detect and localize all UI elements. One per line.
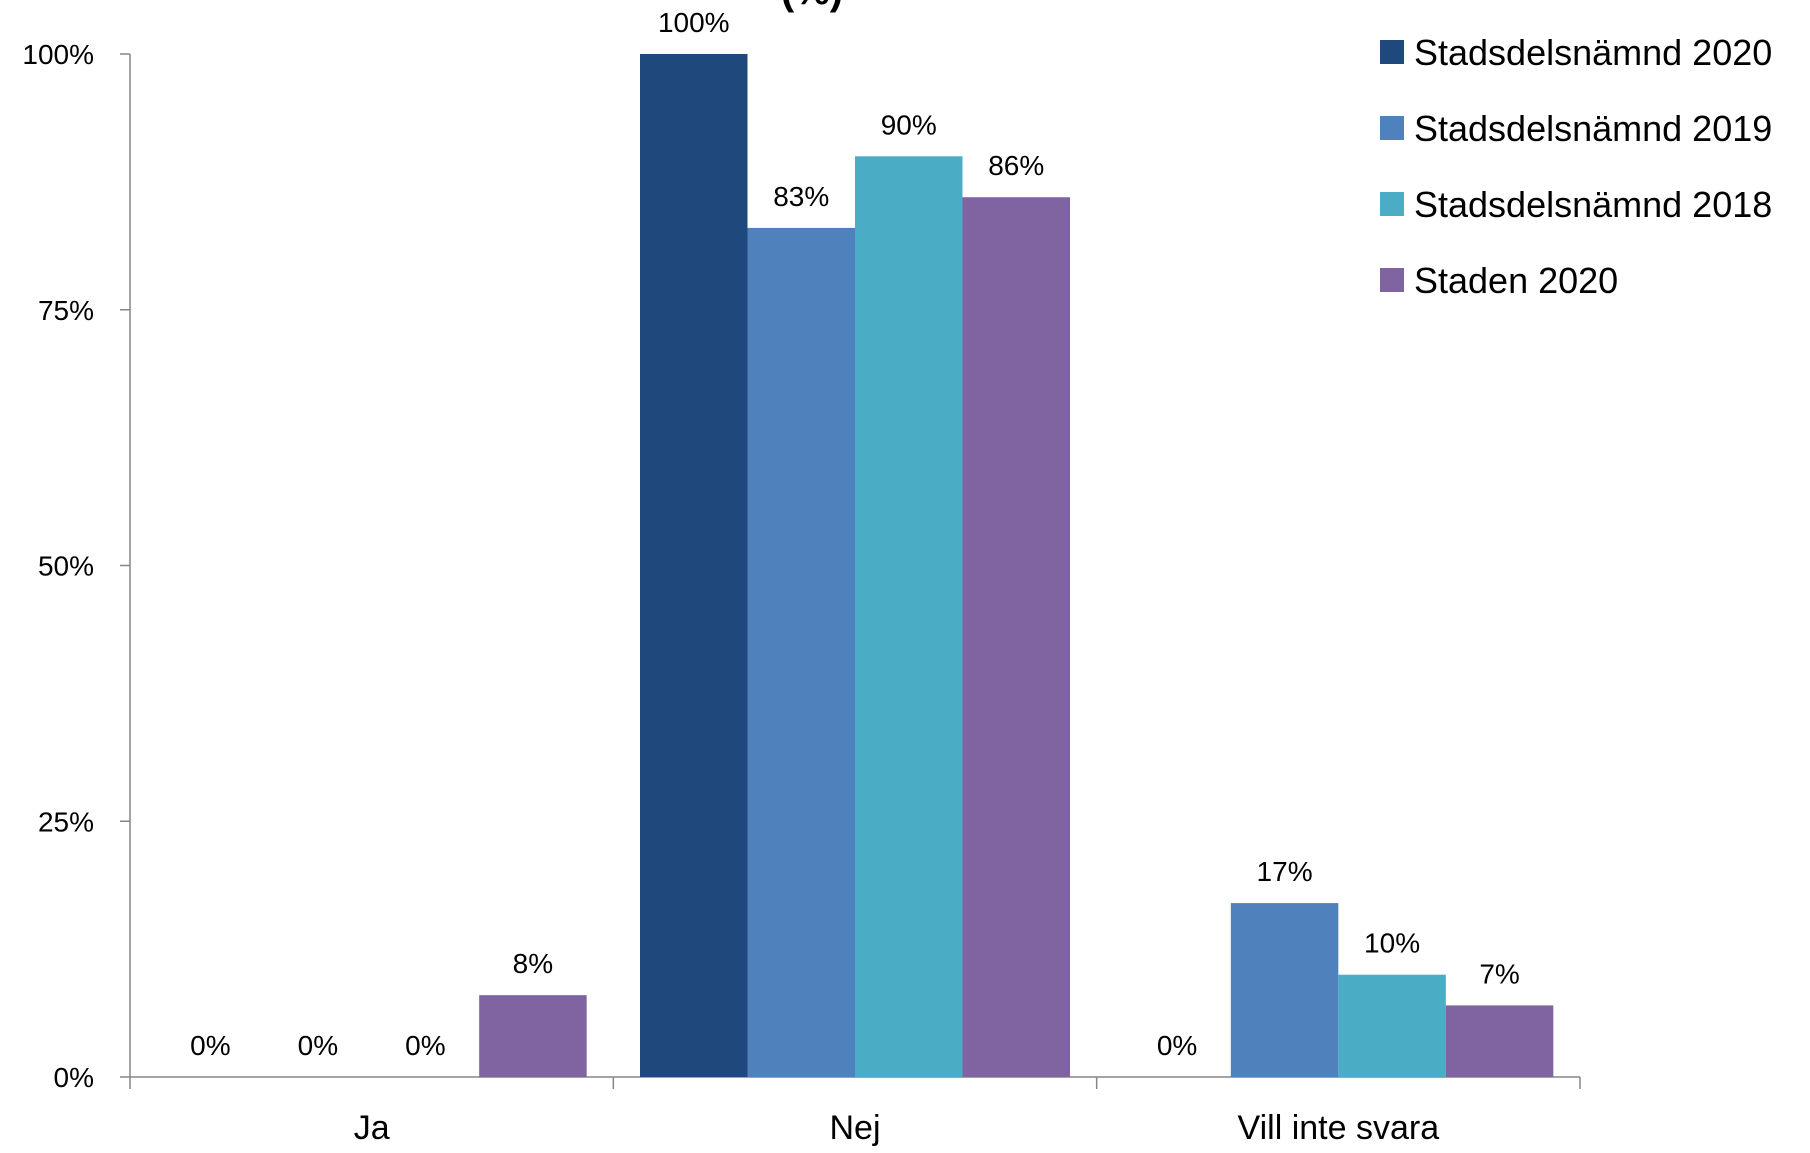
- data-label: 0%: [405, 1030, 445, 1061]
- legend-swatch: [1380, 40, 1404, 64]
- y-tick-label: 100%: [22, 39, 94, 70]
- data-label: 0%: [190, 1030, 230, 1061]
- bar-staden-2020: [1445, 1005, 1554, 1077]
- bar-staden-2020: [479, 995, 587, 1077]
- y-axis: 0% 25% 50% 75% 100%: [22, 39, 131, 1093]
- legend: Stadsdelsnämnd 2020 Stadsdelsnämnd 2019 St…: [1380, 32, 1772, 301]
- bar-staden-2020: [962, 197, 1070, 1078]
- y-tick-label: 50%: [38, 551, 94, 582]
- legend-label: Stadsdelsnämnd 2019: [1414, 108, 1772, 149]
- bars: [479, 54, 1554, 1078]
- data-label: 0%: [298, 1030, 338, 1061]
- y-tick-label: 0%: [54, 1062, 94, 1093]
- bar-stadsdelsnämnd-2019: [1230, 903, 1339, 1077]
- bar-stadsdelsnämnd-2018: [1338, 974, 1446, 1077]
- x-category-label: Ja: [354, 1109, 390, 1147]
- x-axis: Ja Nej Vill inte svara: [129, 1076, 1581, 1147]
- legend-swatch: [1380, 116, 1404, 140]
- data-label: 0%: [1157, 1030, 1197, 1061]
- data-label: 100%: [658, 7, 730, 38]
- data-labels: 0% 0% 0% 8% 100% 83% 90% 86% 0% 17% 10% 7%: [190, 7, 1520, 1061]
- data-label: 8%: [513, 948, 553, 979]
- data-label: 10%: [1364, 928, 1420, 959]
- legend-swatch: [1380, 268, 1404, 292]
- legend-swatch: [1380, 192, 1404, 216]
- chart-title-fragment: (%): [781, 0, 843, 13]
- legend-label: Stadsdelsnämnd 2020: [1414, 32, 1772, 73]
- y-tick-label: 25%: [38, 806, 94, 837]
- x-category-label: Nej: [829, 1109, 880, 1147]
- x-category-label: Vill inte svara: [1238, 1109, 1440, 1147]
- data-label: 7%: [1479, 958, 1519, 989]
- data-label: 17%: [1257, 856, 1313, 887]
- data-label: 86%: [988, 150, 1044, 181]
- y-tick-label: 75%: [38, 295, 94, 326]
- data-label: 90%: [881, 109, 937, 140]
- bar-stadsdelsnämnd-2020: [640, 54, 748, 1077]
- legend-label: Stadsdelsnämnd 2018: [1414, 184, 1772, 225]
- legend-label: Staden 2020: [1414, 260, 1618, 301]
- bar-stadsdelsnämnd-2019: [747, 227, 855, 1077]
- data-label: 83%: [773, 181, 829, 212]
- bar-stadsdelsnämnd-2018: [855, 156, 963, 1078]
